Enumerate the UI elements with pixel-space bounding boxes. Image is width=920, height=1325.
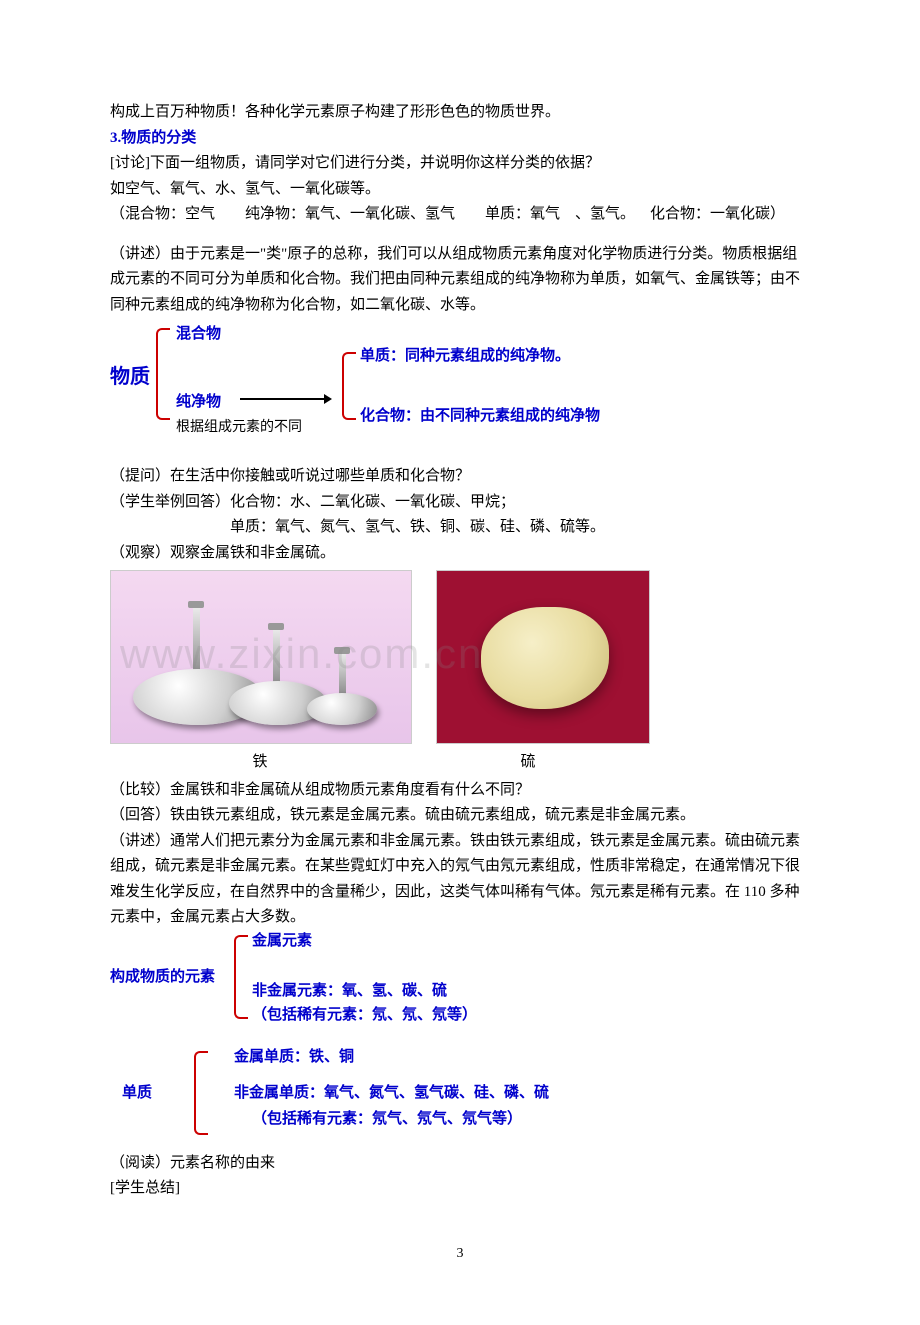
- discuss-label: [讨论]下面一组物质，请同学对它们进行分类，并说明你这样分类的依据？: [110, 151, 810, 177]
- tree-branch-mixture: 混合物: [176, 322, 221, 348]
- sulfur-image: [436, 570, 650, 744]
- tree-leaf-nonmetal-element: 非金属元素：氧、氢、碳、硫: [252, 979, 447, 1005]
- tree-leaf-danzhi: 单质：同种元素组成的纯净物。: [360, 344, 570, 370]
- lecture-paragraph-2: （讲述）通常人们把元素分为金属元素和非金属元素。铁由铁元素组成，铁元素是金属元素…: [110, 829, 810, 931]
- compare-line: （比较）金属铁和非金属硫从组成物质元素角度看有什么不同？: [110, 778, 810, 804]
- answer-line: （回答）铁由铁元素组成，铁元素是金属元素。硫由硫元素组成，硫元素是非金属元素。: [110, 803, 810, 829]
- lecture-paragraph-1: （讲述）由于元素是一"类"原子的总称，我们可以从组成物质元素角度对化学物质进行分…: [110, 242, 810, 319]
- section-3-title: 3.物质的分类: [110, 126, 810, 152]
- question-line: （提问）在生活中你接触或听说过哪些单质和化合物？: [110, 464, 810, 490]
- tree-branch-pure: 纯净物: [176, 390, 221, 416]
- bracket-icon: [234, 935, 248, 1019]
- tree-root-elements: 构成物质的元素: [110, 965, 215, 991]
- image-row: [110, 570, 810, 744]
- iron-label: 铁: [110, 750, 410, 776]
- tree-root-danzhi: 单质: [122, 1081, 152, 1107]
- nut-shape: [268, 623, 284, 630]
- discuss-examples: 如空气、氧气、水、氢气、一氧化碳等。: [110, 177, 810, 203]
- rod-shape: [193, 605, 200, 677]
- bracket-icon: [156, 328, 170, 420]
- tree-leaf-metal-simple: 金属单质：铁、铜: [234, 1045, 354, 1071]
- simple-substance-tree: 单质 金属单质：铁、铜 非金属单质：氧气、氮气、氢气碳、硅、磷、硫 （包括稀有元…: [110, 1051, 810, 1147]
- student-answer-line-1: （学生举例回答）化合物：水、二氧化碳、一氧化碳、甲烷；: [110, 490, 810, 516]
- student-answer-line-2: 单质：氧气、氮气、氢气、铁、铜、碳、硅、磷、硫等。: [110, 515, 810, 541]
- arrow-icon: [240, 398, 330, 400]
- disc-shape: [307, 693, 377, 725]
- opening-line: 构成上百万种物质！各种化学元素原子构建了形形色色的物质世界。: [110, 100, 810, 126]
- sulfur-label: 硫: [410, 750, 646, 776]
- classify-answer: （混合物：空气 纯净物：氧气、一氧化碳、氢气 单质：氧气 、氢气。 化合物：一氧…: [110, 202, 810, 228]
- observe-line: （观察）观察金属铁和非金属硫。: [110, 541, 810, 567]
- tree-leaf-rare-element: （包括稀有元素：氖、氖、氖等）: [252, 1003, 477, 1029]
- student-summary-line: [学生总结]: [110, 1176, 810, 1202]
- tree-leaf-metal-element: 金属元素: [252, 929, 312, 955]
- page-container: 构成上百万种物质！各种化学元素原子构建了形形色色的物质世界。 3.物质的分类 […: [0, 0, 920, 1325]
- tree-leaf-huahewu: 化合物：由不同种元素组成的纯净物: [360, 404, 600, 430]
- rod-shape: [339, 651, 346, 697]
- tree-leaf-rare-simple: （包括稀有元素：氖气、氖气、氖气等）: [252, 1107, 522, 1133]
- image-labels-row: 铁 硫: [110, 750, 810, 776]
- read-line: （阅读）元素名称的由来: [110, 1151, 810, 1177]
- matter-classification-tree: 物质 混合物 纯净物 根据组成元素的不同 单质：同种元素组成的纯净物。 化合物：…: [110, 324, 810, 444]
- nut-shape: [334, 647, 350, 654]
- rock-shape: [481, 607, 609, 709]
- iron-image: [110, 570, 412, 744]
- tree-sublabel: 根据组成元素的不同: [176, 416, 302, 440]
- bracket-icon: [342, 352, 356, 420]
- rod-shape: [273, 627, 280, 687]
- element-classification-tree: 构成物质的元素 金属元素 非金属元素：氧、氢、碳、硫 （包括稀有元素：氖、氖、氖…: [110, 935, 810, 1031]
- bracket-icon: [194, 1051, 208, 1135]
- nut-shape: [188, 601, 204, 608]
- tree-root-matter: 物质: [110, 360, 150, 394]
- tree-leaf-nonmetal-simple: 非金属单质：氧气、氮气、氢气碳、硅、磷、硫: [234, 1081, 549, 1107]
- page-number: 3: [110, 1242, 810, 1266]
